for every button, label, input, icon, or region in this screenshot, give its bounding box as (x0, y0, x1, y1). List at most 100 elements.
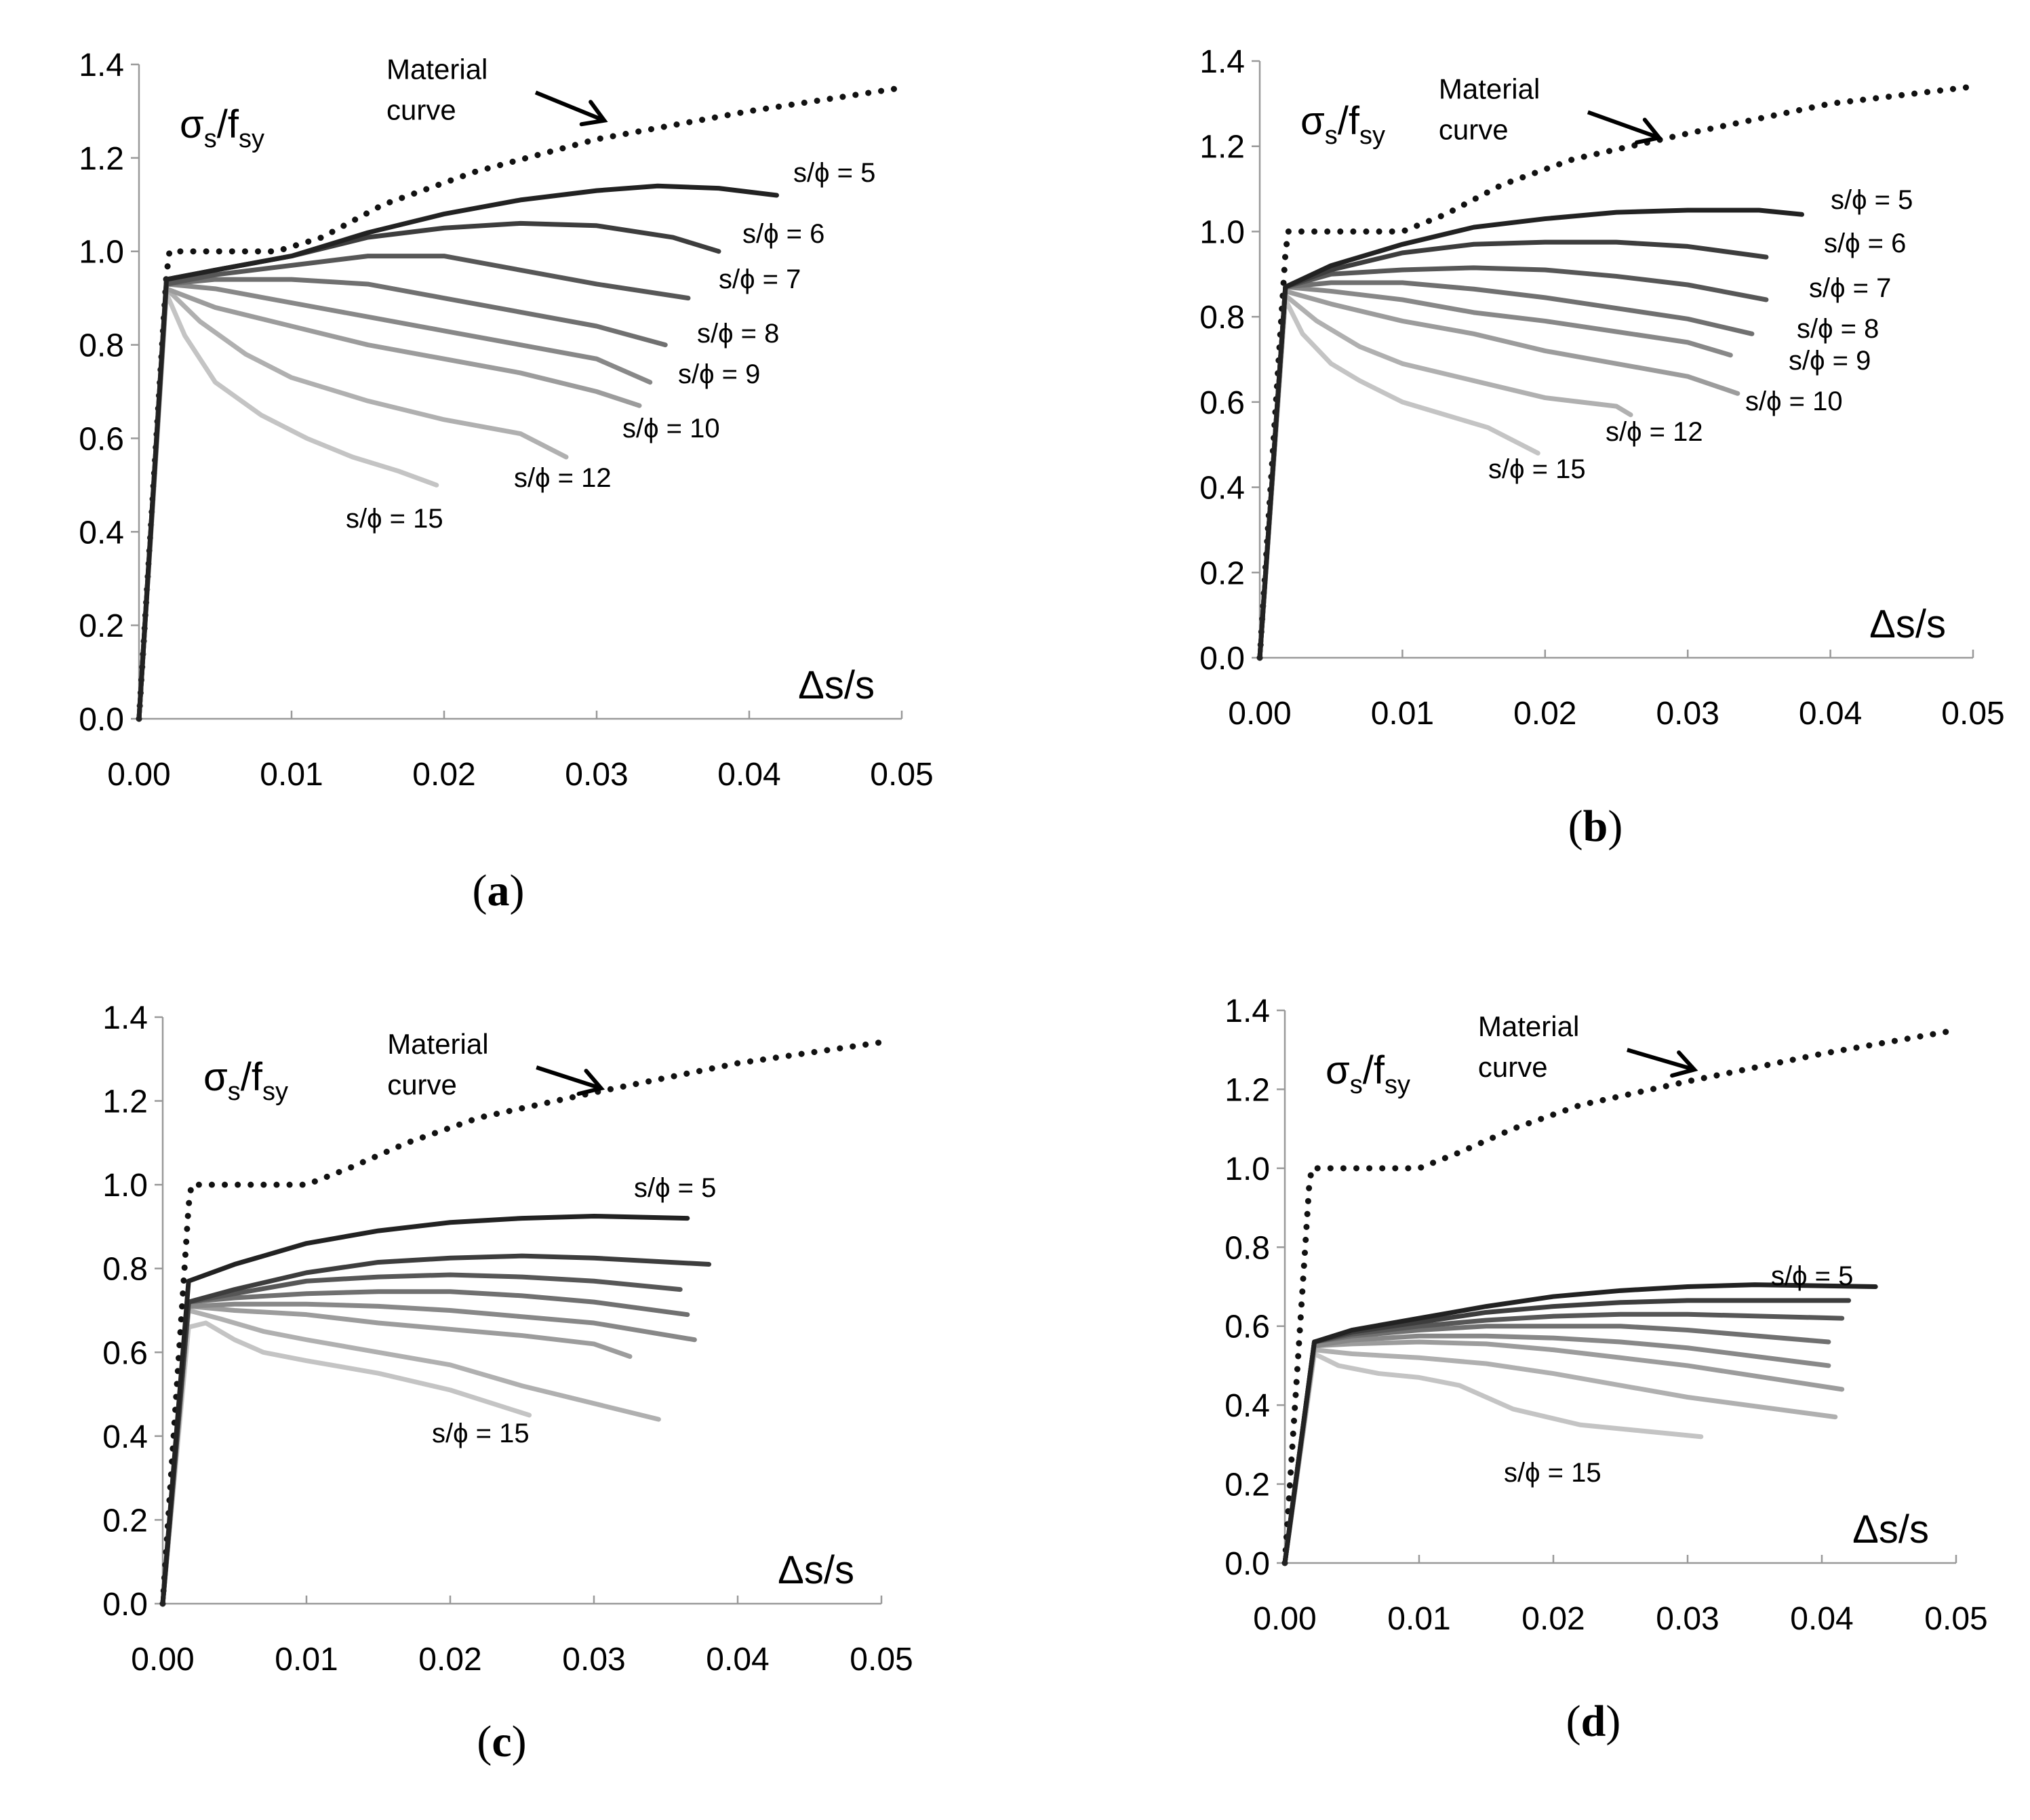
y-axis-title: σs/fsy (180, 102, 264, 153)
y-tick-label: 0.2 (102, 1503, 148, 1539)
series-line-s-phi-10 (160, 1303, 633, 1606)
series-label: s/ϕ = 5 (634, 1173, 716, 1203)
series-line-s-phi-15 (1257, 297, 1540, 660)
x-tick-label: 0.04 (717, 757, 780, 793)
series-line-s-phi-5 (1257, 207, 1805, 660)
x-tick-label: 0.00 (131, 1642, 194, 1678)
x-tick-label: 0.01 (260, 757, 323, 793)
y-tick-label: 0.8 (79, 328, 124, 364)
y-tick-label: 0.2 (79, 608, 124, 644)
annotation-material: Material (387, 1028, 488, 1060)
series-line-s-phi-9 (1257, 284, 1733, 660)
x-tick-label: 0.05 (870, 757, 933, 793)
annotation-curve: curve (1478, 1051, 1548, 1083)
annotation-arrow-shaft (536, 1065, 602, 1090)
series-label: s/ϕ = 5 (1771, 1261, 1853, 1291)
y-axis-title: σs/fsy (203, 1055, 288, 1106)
series-line-s-phi-5 (136, 183, 779, 721)
series-line-s-phi-12 (160, 1308, 661, 1606)
x-tick-label: 0.05 (850, 1642, 913, 1678)
y-tick-label: 1.2 (1199, 130, 1245, 165)
x-tick-label: 0.00 (107, 757, 170, 793)
y-tick-label: 1.0 (79, 235, 124, 271)
series-label: s/ϕ = 6 (742, 219, 824, 249)
x-tick-label: 0.00 (1228, 696, 1291, 732)
x-tick-label: 0.02 (1513, 696, 1576, 732)
x-tick-label: 0.01 (275, 1642, 338, 1678)
series-label: s/ϕ = 15 (432, 1419, 530, 1448)
series-label: s/ϕ = 8 (697, 319, 779, 349)
series-label: s/ϕ = 10 (1745, 387, 1843, 416)
annotation-curve: curve (387, 1069, 457, 1101)
y-tick-label: 0.8 (1225, 1230, 1270, 1266)
series-label: s/ϕ = 15 (1488, 454, 1586, 484)
y-tick-label: 1.2 (1225, 1072, 1270, 1108)
chart-panel-b: 0.0 0.2 0.4 0.6 0.8 1.0 1.2 1.4 0.00 0.01 0.02 0.03… (1199, 44, 2004, 851)
y-tick-label: 0.8 (1199, 300, 1245, 336)
series-label: s/ϕ = 10 (622, 414, 720, 443)
series-label: s/ϕ = 5 (1831, 185, 1913, 215)
annotation-curve: curve (1439, 113, 1509, 145)
annotation-material: Material (386, 53, 487, 85)
series-label: s/ϕ = 15 (1504, 1458, 1601, 1488)
y-tick-label: 1.2 (102, 1084, 148, 1120)
annotation-arrow-head (1670, 1050, 1698, 1078)
panel-caption: (a) (473, 866, 525, 915)
material-curve-line (1281, 1027, 1959, 1566)
series-line-s-phi-8 (1257, 280, 1755, 660)
y-tick-label: 1.2 (79, 141, 124, 177)
annotation-curve: curve (386, 94, 456, 125)
y-tick-label: 1.4 (1199, 44, 1245, 80)
x-tick-label: 0.03 (1656, 1601, 1719, 1637)
y-tick-label: 0.8 (102, 1252, 148, 1288)
y-tick-label: 1.0 (1199, 214, 1245, 250)
series-label: s/ϕ = 6 (1824, 229, 1906, 258)
x-tick-label: 0.02 (418, 1642, 481, 1678)
material-curve-line (136, 84, 905, 722)
x-tick-label: 0.04 (706, 1642, 769, 1678)
x-tick-label: 0.00 (1253, 1601, 1316, 1637)
x-tick-label: 0.01 (1371, 696, 1434, 732)
material-curve-line (159, 1039, 885, 1607)
x-tick-label: 0.02 (412, 757, 475, 793)
panel-caption: (d) (1566, 1697, 1621, 1746)
series-label: s/ϕ = 12 (514, 463, 612, 493)
series-line-s-phi-8 (1282, 1324, 1831, 1566)
chart-panel-d: 0.0 0.2 0.4 0.6 0.8 1.0 1.2 1.4 0.00 0.01 0.02 0.03… (1225, 993, 1987, 1746)
x-axis-title: Δs/s (1869, 602, 1946, 646)
y-axis-title: σs/fsy (1326, 1048, 1410, 1099)
chart-panel-c: 0.0 0.2 0.4 0.6 0.8 1.0 1.2 1.4 0.00 0.01 0.02 0.03… (102, 1000, 913, 1766)
annotation-arrow-head (576, 1069, 605, 1096)
series-line-s-phi-8 (160, 1289, 690, 1606)
x-tick-label: 0.03 (565, 757, 628, 793)
annotation-arrow-head (579, 100, 608, 127)
y-tick-label: 1.0 (102, 1168, 148, 1204)
y-tick-label: 0.4 (1199, 471, 1245, 507)
x-tick-label: 0.05 (1941, 696, 2004, 732)
series-line-s-phi-10 (136, 286, 642, 721)
y-tick-label: 0.0 (79, 702, 124, 738)
x-tick-label: 0.04 (1799, 696, 1862, 732)
annotation-arrow-head (1634, 117, 1663, 145)
x-axis-title: Δs/s (798, 663, 875, 707)
series-line-s-phi-12 (1257, 293, 1633, 660)
series-label: s/ϕ = 15 (346, 504, 443, 534)
series-line-s-phi-15 (136, 291, 439, 721)
y-tick-label: 0.0 (102, 1587, 148, 1623)
y-tick-label: 1.4 (1225, 993, 1270, 1029)
y-tick-label: 1.4 (102, 1000, 148, 1036)
annotation-material: Material (1478, 1010, 1579, 1042)
y-tick-label: 0.0 (1199, 641, 1245, 677)
y-tick-label: 0.6 (79, 421, 124, 457)
y-tick-label: 0.6 (102, 1335, 148, 1371)
y-tick-label: 0.4 (102, 1419, 148, 1455)
chart-panel-a: 0.0 0.2 0.4 0.6 0.8 1.0 1.2 1.4 0.00 0.01 0.02 0.03… (79, 47, 933, 915)
x-tick-label: 0.03 (562, 1642, 625, 1678)
series-line-s-phi-8 (136, 277, 668, 721)
series-label: s/ϕ = 7 (1809, 273, 1891, 303)
annotation-arrow-shaft (534, 90, 605, 123)
series-line-s-phi-12 (1282, 1347, 1838, 1566)
series-line-s-phi-9 (136, 281, 653, 721)
x-tick-label: 0.05 (1924, 1601, 1987, 1637)
